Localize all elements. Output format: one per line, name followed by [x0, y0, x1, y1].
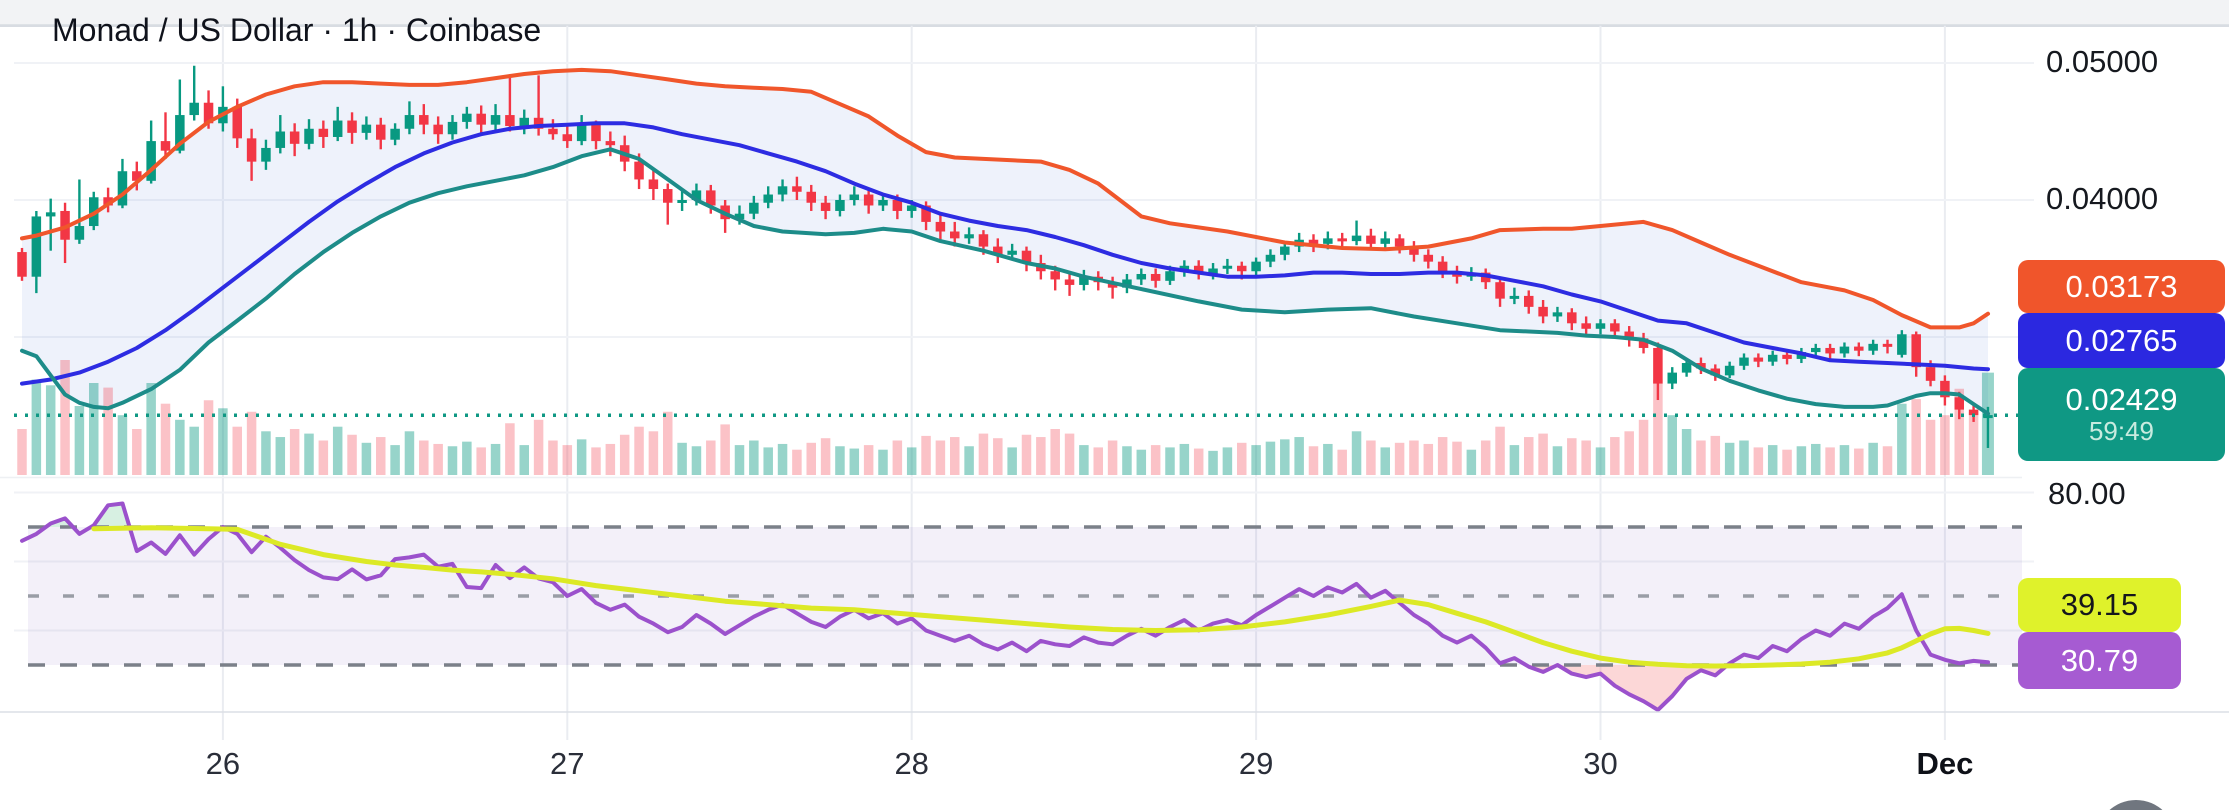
time-axis-label: 27: [550, 746, 585, 781]
time-axis-label: 28: [894, 746, 929, 781]
price-tick-label: 0.05000: [2046, 44, 2159, 79]
bar-countdown: 59:49: [2088, 416, 2155, 447]
time-axis-label: 26: [205, 746, 241, 781]
rsi-ma-badge: 39.15: [2018, 578, 2181, 632]
time-axis-label: 30: [1583, 746, 1618, 781]
current-price-value: 0.02429: [2065, 382, 2178, 418]
bb-upper-badge: 0.03173: [2018, 260, 2225, 313]
time-axis-label: Dec: [1916, 746, 1974, 781]
rsi-badge: 30.79: [2018, 632, 2181, 689]
floating-action-button-partial[interactable]: [2096, 800, 2176, 810]
rsi-axis-tick: 80.00: [2048, 476, 2126, 511]
time-axis-label: 29: [1238, 746, 1274, 781]
volume-bars: [17, 360, 1994, 475]
status-bar: [0, 0, 2229, 27]
current-price-badge: 0.02429 59:49: [2018, 368, 2225, 461]
bb-basis-badge: 0.02765: [2018, 313, 2225, 368]
price-tick-label: 0.04000: [2046, 181, 2159, 216]
chart-title: Monad / US Dollar · 1h · Coinbase: [52, 12, 542, 48]
